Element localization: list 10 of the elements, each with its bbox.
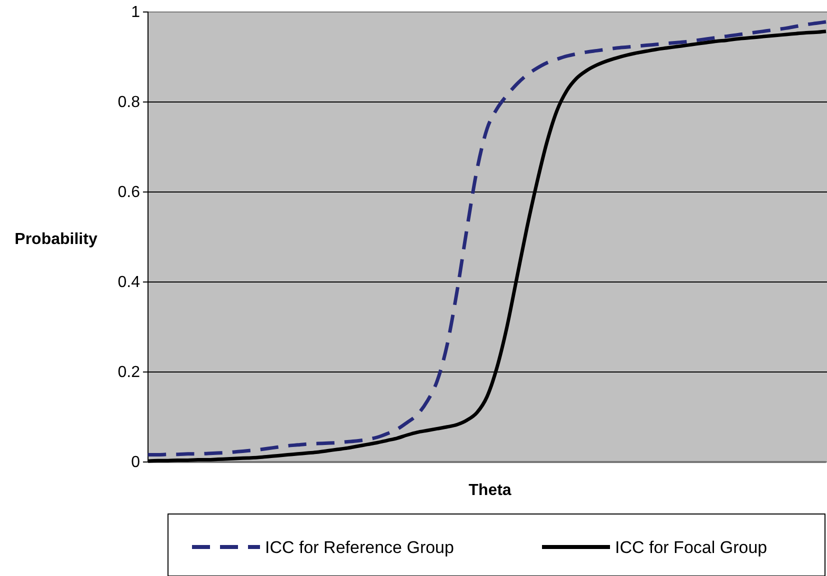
y-tick-label: 1	[131, 4, 140, 22]
x-axis-title: Theta	[468, 482, 512, 499]
legend-label: ICC for Focal Group	[615, 538, 768, 557]
y-tick-label: 0.4	[118, 274, 140, 292]
y-tick-label: 0.2	[118, 364, 140, 382]
y-tick-label: 0.8	[118, 94, 140, 112]
y-axis-title: Probability	[14, 231, 98, 248]
legend-label: ICC for Reference Group	[265, 538, 454, 557]
y-tick-label: 0.6	[118, 184, 140, 202]
y-tick-label: 0	[131, 454, 140, 472]
